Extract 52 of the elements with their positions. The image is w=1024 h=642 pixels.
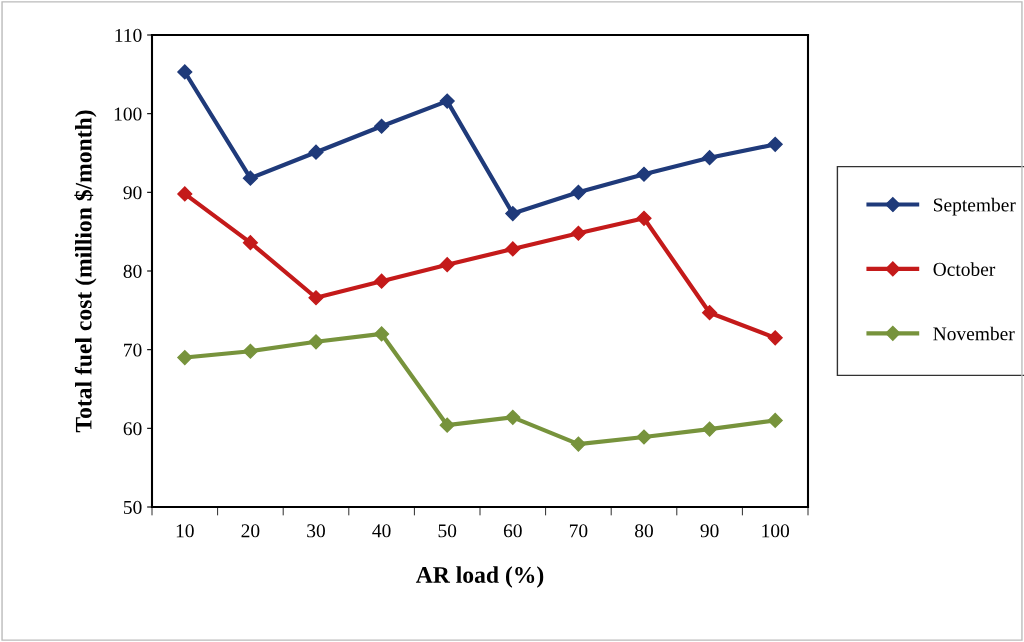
point — [505, 409, 521, 425]
legend-label: September — [933, 197, 1016, 216]
point — [636, 429, 652, 445]
y-tick-label: 100 — [114, 107, 142, 121]
legend-label: October — [933, 262, 996, 276]
point — [177, 349, 193, 366]
x-tick-label: 60 — [503, 524, 522, 538]
y-tick-label: 80 — [123, 264, 142, 278]
point — [308, 144, 324, 160]
x-tick-label: 100 — [762, 524, 790, 538]
point — [505, 241, 521, 257]
y-tick-label: 70 — [124, 343, 142, 357]
point — [570, 436, 586, 452]
legend-label: November — [933, 326, 1015, 341]
point — [570, 184, 586, 200]
point — [242, 235, 258, 251]
point — [767, 136, 783, 152]
point — [570, 225, 586, 241]
point — [308, 290, 324, 306]
point — [505, 206, 521, 222]
x-tick-label: 70 — [569, 524, 588, 538]
point — [177, 186, 193, 202]
y-tick-label: 60 — [123, 422, 142, 436]
x-tick-label: 40 — [372, 524, 391, 538]
y-axis-title: Total fuel cost (million $/month) — [74, 110, 97, 433]
x-tick-label: 30 — [307, 524, 325, 538]
x-tick-label: 80 — [635, 524, 653, 538]
y-tick-label: 50 — [123, 500, 142, 514]
point — [374, 273, 390, 289]
x-axis-title: AR load (%) — [415, 566, 544, 588]
point — [767, 412, 783, 429]
point — [439, 93, 455, 109]
point — [702, 305, 718, 321]
x-tick-label: 90 — [700, 524, 719, 538]
point — [702, 421, 718, 437]
point — [242, 343, 258, 359]
x-tick-label: 10 — [176, 524, 194, 538]
point — [636, 210, 652, 226]
point — [177, 64, 193, 80]
point — [308, 334, 324, 350]
point — [636, 166, 652, 182]
point — [702, 150, 718, 166]
point — [242, 170, 258, 186]
point — [374, 118, 390, 134]
y-tick-label: 90 — [123, 186, 142, 200]
y-tick-label: 110 — [115, 28, 142, 42]
point — [767, 330, 783, 346]
x-tick-label: 50 — [438, 524, 457, 538]
point — [439, 257, 455, 273]
x-tick-label: 20 — [241, 524, 260, 538]
point — [374, 326, 390, 342]
point — [439, 417, 455, 433]
